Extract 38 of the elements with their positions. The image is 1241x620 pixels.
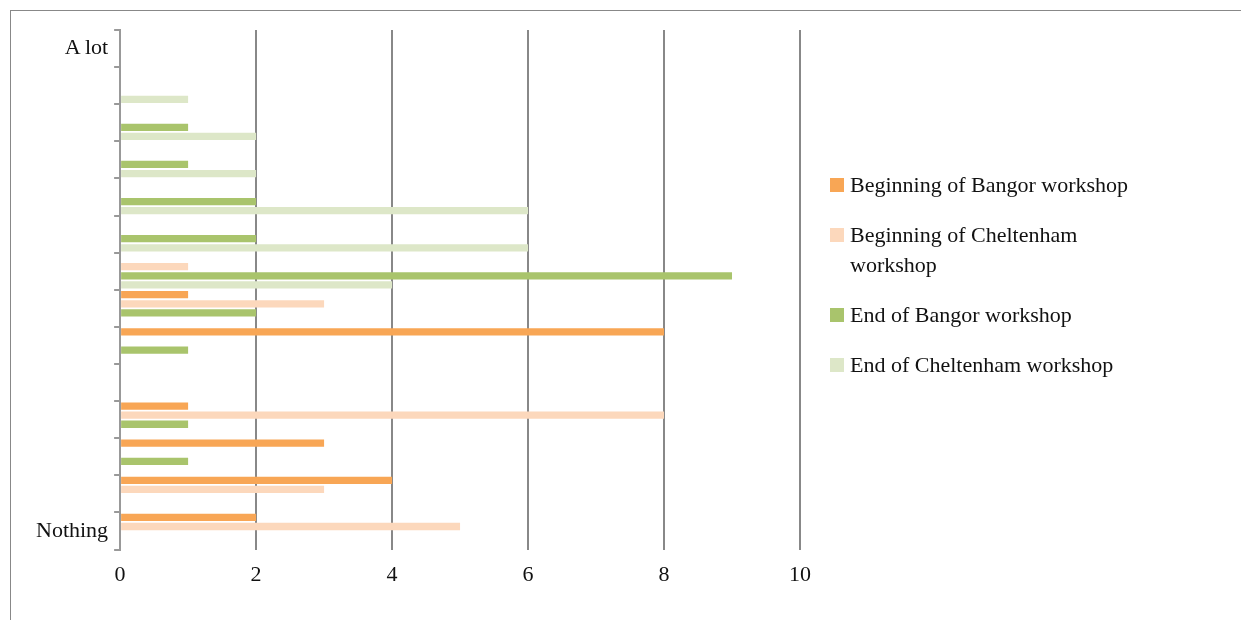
bar (121, 476, 393, 484)
legend-label: End of Cheltenham workshop (850, 351, 1114, 379)
bar (121, 95, 189, 103)
bar (121, 169, 257, 178)
x-tick-label: 4 (386, 560, 398, 586)
bar (121, 263, 189, 271)
x-tick-label: 6 (522, 560, 534, 586)
y-tick-label: Nothing (35, 516, 109, 542)
bar (121, 197, 257, 206)
bar (121, 281, 393, 289)
x-tick-label: 8 (658, 560, 670, 586)
bar (121, 411, 665, 419)
bar (121, 207, 529, 215)
bar (121, 513, 257, 522)
bar (121, 235, 257, 243)
bar (121, 291, 189, 299)
bar (121, 132, 257, 141)
x-tick-label: 2 (250, 560, 262, 586)
legend-label: Beginning of Bangor workshop (850, 171, 1129, 199)
bar (121, 457, 189, 465)
bar (121, 420, 189, 428)
bar (121, 346, 189, 354)
bar (121, 160, 189, 169)
bar (121, 439, 325, 447)
bar (121, 485, 325, 494)
bar (121, 272, 733, 280)
x-tick-label: 0 (114, 560, 126, 586)
legend-label: Beginning of Cheltenham workshop (850, 221, 1079, 279)
bar (121, 244, 529, 252)
bar (121, 309, 257, 317)
bar (121, 300, 325, 308)
x-tick-label: 10 (789, 560, 811, 586)
y-tick-label: A lot (64, 34, 109, 60)
legend-label: End of Bangor workshop (850, 301, 1072, 329)
bar (121, 123, 189, 131)
bar (121, 522, 461, 531)
bar (121, 402, 189, 410)
bar (121, 328, 665, 336)
